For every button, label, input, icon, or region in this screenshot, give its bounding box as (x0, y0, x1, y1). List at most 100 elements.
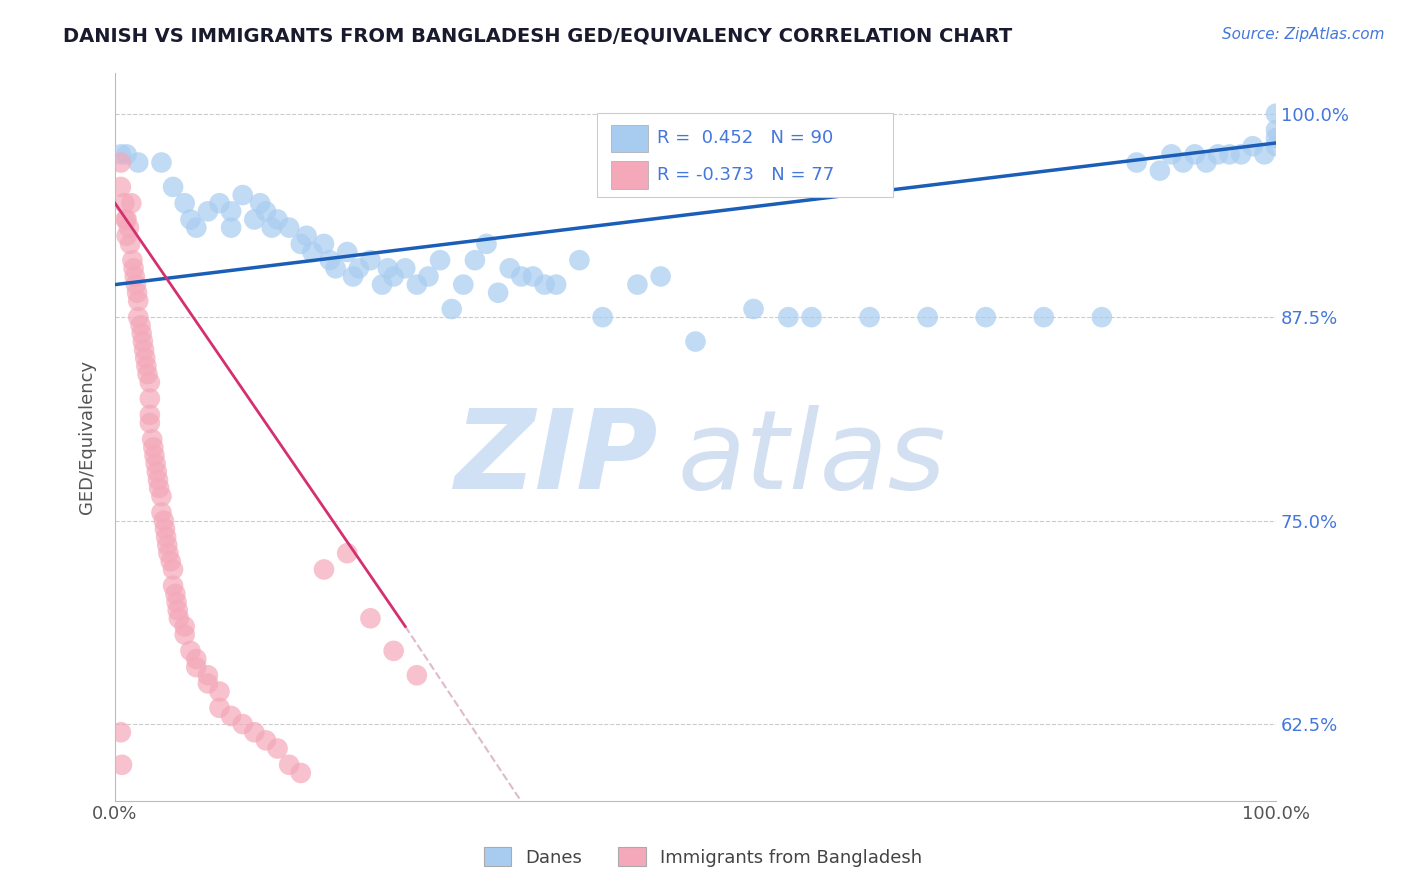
Point (143, 449, 166, 463)
Point (342, 269, 364, 284)
Point (110, 155, 132, 169)
Point (359, 611, 381, 625)
Point (173, 627, 195, 641)
Point (142, 441, 165, 455)
Point (974, 310, 997, 325)
Point (1218, 147, 1240, 161)
Point (155, 530, 177, 544)
Point (440, 301, 463, 316)
Point (127, 310, 149, 325)
Point (150, 506, 173, 520)
Text: R = -0.373   N = 77: R = -0.373 N = 77 (657, 166, 834, 184)
Point (1265, 123, 1288, 137)
Point (533, 277, 555, 292)
Point (1265, 139, 1288, 153)
Text: DANISH VS IMMIGRANTS FROM BANGLADESH GED/EQUIVALENCY CORRELATION CHART: DANISH VS IMMIGRANTS FROM BANGLADESH GED… (63, 27, 1012, 45)
Point (162, 180, 184, 194)
Point (132, 334, 155, 349)
Point (1206, 147, 1229, 161)
Point (115, 147, 138, 161)
Point (125, 285, 148, 300)
Point (347, 261, 370, 276)
Point (1195, 155, 1218, 169)
Point (110, 147, 132, 161)
Point (139, 376, 162, 390)
Point (186, 652, 208, 666)
Text: ZIP: ZIP (454, 405, 658, 512)
Point (1171, 155, 1194, 169)
Point (114, 212, 136, 227)
Point (568, 253, 591, 268)
Point (153, 522, 176, 536)
Point (121, 253, 143, 268)
Point (124, 269, 146, 284)
Point (1241, 139, 1264, 153)
Point (219, 709, 242, 723)
Point (127, 155, 149, 169)
Point (546, 277, 568, 292)
Point (159, 554, 181, 568)
Point (134, 351, 156, 365)
Point (152, 514, 174, 528)
Point (266, 212, 288, 227)
Point (111, 757, 134, 772)
Point (499, 261, 522, 276)
Point (146, 473, 169, 487)
Point (429, 253, 451, 268)
Point (146, 465, 169, 479)
Point (382, 269, 405, 284)
Legend: Danes, Immigrants from Bangladesh: Danes, Immigrants from Bangladesh (477, 840, 929, 874)
Point (382, 644, 405, 658)
Point (254, 204, 277, 219)
Point (859, 310, 882, 325)
Point (157, 546, 180, 560)
Point (418, 269, 440, 284)
Point (110, 725, 132, 739)
FancyBboxPatch shape (610, 125, 648, 153)
Point (145, 457, 167, 471)
Point (173, 619, 195, 633)
Point (626, 277, 648, 292)
Point (290, 236, 312, 251)
Point (1149, 163, 1171, 178)
Point (127, 293, 149, 308)
Point (464, 253, 486, 268)
Point (405, 668, 427, 682)
Point (266, 741, 288, 756)
Point (319, 253, 342, 268)
Point (336, 245, 359, 260)
Point (139, 392, 162, 406)
Point (742, 301, 765, 316)
Point (301, 245, 323, 260)
Point (197, 204, 219, 219)
Point (120, 196, 142, 211)
Point (179, 644, 201, 658)
Point (312, 562, 335, 576)
Point (243, 725, 266, 739)
Point (394, 261, 416, 276)
Point (510, 269, 533, 284)
Point (453, 277, 475, 292)
Point (312, 236, 335, 251)
Point (167, 611, 190, 625)
Point (1160, 147, 1182, 161)
Point (131, 326, 153, 341)
Point (132, 343, 155, 357)
Point (260, 220, 283, 235)
Point (254, 733, 277, 747)
Point (110, 180, 132, 194)
Point (139, 408, 162, 422)
Text: atlas: atlas (678, 405, 946, 512)
Point (290, 766, 312, 780)
Point (219, 220, 242, 235)
Point (243, 212, 266, 227)
Point (118, 220, 141, 235)
FancyBboxPatch shape (596, 113, 893, 196)
Point (1265, 131, 1288, 145)
Point (122, 261, 145, 276)
Point (139, 416, 162, 430)
Point (186, 220, 208, 235)
Point (148, 481, 170, 495)
Point (115, 228, 138, 243)
Point (778, 310, 800, 325)
